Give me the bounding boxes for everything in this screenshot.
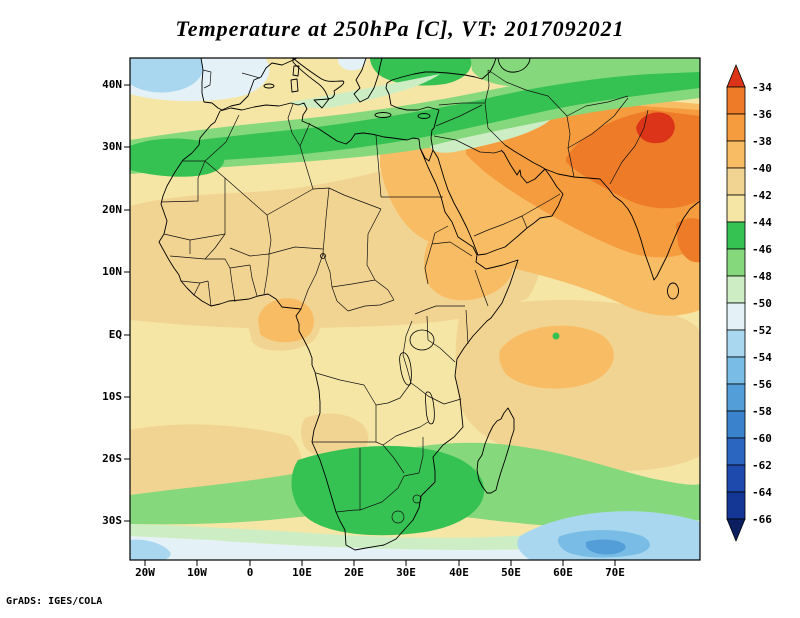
lat-label-30N: 30N xyxy=(102,140,122,153)
colorbar-cell xyxy=(726,302,746,331)
colorbar-cell xyxy=(726,491,746,520)
colorbar-label: -58 xyxy=(752,405,772,418)
lat-label-10N: 10N xyxy=(102,265,122,278)
coastlines xyxy=(158,57,701,551)
colorbar-label: -66 xyxy=(752,513,772,526)
lon-label-0: 0 xyxy=(246,566,254,579)
colorbar-label: -34 xyxy=(752,81,772,94)
caspian-coast xyxy=(497,57,531,73)
lon-label-10W: 10W xyxy=(187,566,207,579)
colorbar-cell xyxy=(726,221,746,250)
lon-label-50E: 50E xyxy=(501,566,521,579)
mediterranean-coast-africa xyxy=(219,102,420,145)
colorbar-cell xyxy=(726,194,746,223)
credit-stamp: GrADS: IGES/COLA xyxy=(6,596,103,607)
colorbar-cell xyxy=(726,113,746,142)
colorbar-cell xyxy=(726,437,746,466)
lon-label-70E: 70E xyxy=(605,566,625,579)
colorbar-label: -48 xyxy=(752,270,772,283)
levant-coast xyxy=(430,109,440,151)
colorbar-cell xyxy=(726,464,746,493)
lat-label-20S: 20S xyxy=(102,452,122,465)
srilanka-coast xyxy=(667,282,679,300)
iran-india-coast xyxy=(544,168,701,281)
turkey-blacksea-coast xyxy=(385,57,497,111)
colorbar-label: -64 xyxy=(752,486,772,499)
map-frame xyxy=(129,57,701,561)
lon-label-20W: 20W xyxy=(135,566,155,579)
colorbar-label: -46 xyxy=(752,243,772,256)
balearic-coast xyxy=(263,83,275,89)
colorbar-arrow-bottom xyxy=(726,518,746,543)
lat-label-10S: 10S xyxy=(102,390,122,403)
country-borders xyxy=(160,69,649,524)
lake-tanganyika xyxy=(399,352,412,386)
lake-victoria xyxy=(409,329,435,351)
temperature-field xyxy=(130,58,700,560)
lon-label-40E: 40E xyxy=(449,566,469,579)
lat-label-40N: 40N xyxy=(102,78,122,91)
lesotho-border xyxy=(391,510,405,524)
colorbar-cell xyxy=(726,329,746,358)
colorbar-cell xyxy=(726,248,746,277)
greece-coast xyxy=(353,57,383,103)
colorbar-label: -56 xyxy=(752,378,772,391)
cyprus-coast xyxy=(417,113,431,119)
colorbar: -34 -36 -38 -40 -42 -44 -46 -48 -50 -52 -54 -56 -58 -… xyxy=(726,63,772,543)
lake-chad xyxy=(320,253,326,259)
colorbar-cell xyxy=(726,140,746,169)
iberia-coast xyxy=(200,57,298,111)
lon-label-30E: 30E xyxy=(396,566,416,579)
colorbar-label: -38 xyxy=(752,135,772,148)
axis-ticks xyxy=(124,84,616,566)
persian-gulf-north-shore xyxy=(504,144,546,170)
colorbar-label: -44 xyxy=(752,216,772,229)
lon-label-60E: 60E xyxy=(553,566,573,579)
colorbar-label: -52 xyxy=(752,324,772,337)
arabia-coast xyxy=(477,168,564,256)
lat-label-20N: 20N xyxy=(102,203,122,216)
map-canvas xyxy=(124,57,701,566)
persian-gulf-south-shore xyxy=(500,149,546,184)
colorbar-cell xyxy=(726,383,746,412)
lake-malawi xyxy=(424,391,435,425)
swaziland-border xyxy=(412,494,422,504)
colorbar-cell xyxy=(726,167,746,196)
colorbar-cell xyxy=(726,86,746,115)
chart-title: Temperature at 250hPa [C], VT: 201709202… xyxy=(175,16,625,41)
colorbar-label: -60 xyxy=(752,432,772,445)
sinai-coast xyxy=(419,147,434,162)
redsea-east-coast xyxy=(432,149,479,256)
lat-label-EQ: EQ xyxy=(108,328,122,341)
crete-coast xyxy=(374,112,392,118)
italy-coast xyxy=(292,57,345,99)
colorbar-label: -50 xyxy=(752,297,772,310)
colorbar-arrow-top xyxy=(726,63,746,88)
colorbar-label: -42 xyxy=(752,189,772,202)
colorbar-label: -62 xyxy=(752,459,772,472)
lon-label-10E: 10E xyxy=(292,566,312,579)
corsica-coast xyxy=(292,65,300,77)
lakes xyxy=(320,253,435,425)
sicily-coast xyxy=(313,98,330,109)
lat-label-30S: 30S xyxy=(102,514,122,527)
colorbar-label: -54 xyxy=(752,351,772,364)
colorbar-cell xyxy=(726,410,746,439)
madagascar-coast xyxy=(476,407,515,494)
sardinia-coast xyxy=(290,78,299,93)
colorbar-cell xyxy=(726,356,746,385)
colorbar-cell xyxy=(726,275,746,304)
colorbar-label: -40 xyxy=(752,162,772,175)
lon-label-20E: 20E xyxy=(344,566,364,579)
colorbar-label: -36 xyxy=(752,108,772,121)
